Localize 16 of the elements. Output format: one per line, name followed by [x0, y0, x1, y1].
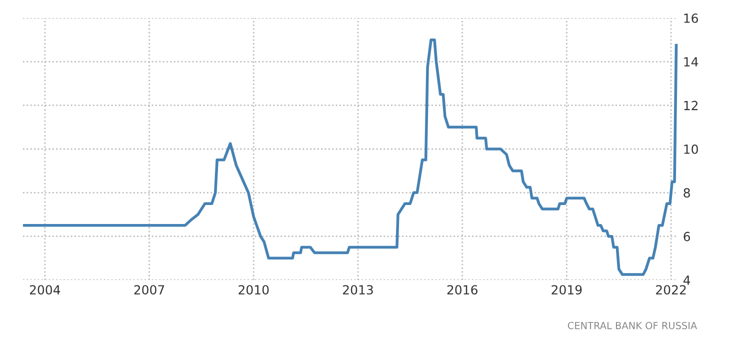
y-tick-label: 16 [684, 13, 698, 23]
x-tick-label: 2016 [447, 285, 478, 295]
x-tick-label: 2013 [342, 285, 373, 295]
x-tick-label: 2022 [656, 285, 686, 295]
line-series [23, 38, 678, 276]
y-tick-label: 4 [683, 276, 690, 285]
y-tick-label: 12 [684, 100, 698, 110]
x-tick-label: 2004 [30, 285, 60, 295]
y-tick-label: 8 [684, 188, 690, 198]
y-tick-label: 14 [684, 57, 698, 66]
text: CENTRAL BANK OF RUSSIA [568, 322, 698, 330]
x-tick-label: 2019 [552, 285, 582, 295]
y-tick-label: 10 [684, 144, 698, 154]
y-tick-label: 6 [684, 232, 690, 242]
x-tick-label: 2007 [134, 285, 164, 295]
x-tick-label: 2010 [238, 285, 269, 295]
